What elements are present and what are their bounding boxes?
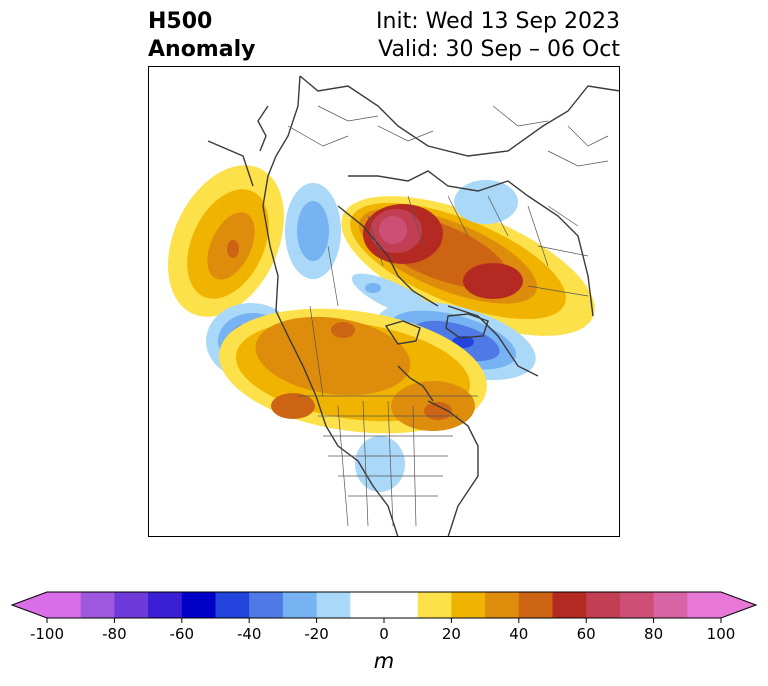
colorbar-segment xyxy=(282,592,318,618)
anomaly-map xyxy=(148,66,620,537)
political-borders xyxy=(287,105,609,527)
colorbar-segment xyxy=(80,592,115,618)
colorbar-segment xyxy=(350,592,385,618)
colorbar: -100 -80 -60 -40 -20 0 20 40 60 80 100 m xyxy=(10,591,758,673)
us-trough xyxy=(355,436,405,492)
map-title: H500 Anomaly xyxy=(148,8,255,64)
title-field: Anomaly xyxy=(148,37,256,62)
init-date: Init: Wed 13 Sep 2023 xyxy=(376,9,620,34)
colorbar-tick-label: 60 xyxy=(577,625,596,643)
colorbar-segments xyxy=(10,591,758,619)
anomaly-contours xyxy=(167,165,595,492)
map-frame xyxy=(148,66,620,537)
colorbar-segment xyxy=(485,592,520,618)
colorbar-segment xyxy=(114,592,149,618)
colorbar-segment xyxy=(181,592,216,618)
colorbar-segment xyxy=(148,592,183,618)
valid-range: Valid: 30 Sep – 06 Oct xyxy=(378,37,620,62)
colorbar-tick-label: 0 xyxy=(379,625,389,643)
colorbar-ticks: -100 -80 -60 -40 -20 0 20 40 60 80 100 xyxy=(30,618,735,643)
colorbar-segment xyxy=(619,592,655,618)
colorbar-segment xyxy=(47,592,82,618)
siberian-trough xyxy=(454,180,518,224)
colorbar-segment xyxy=(451,592,486,618)
colorbar-tick-label: -20 xyxy=(304,625,329,643)
colorbar-segment xyxy=(552,592,587,618)
colorbar-segment xyxy=(417,592,452,618)
colorbar-extend-min xyxy=(12,592,47,618)
map-subtitle: Init: Wed 13 Sep 2023 Valid: 30 Sep – 06… xyxy=(376,8,620,64)
colorbar-tick-label: 40 xyxy=(509,625,528,643)
colorbar-segment xyxy=(316,592,351,618)
colorbar-segment xyxy=(518,592,553,618)
colorbar-tick-label: 80 xyxy=(644,625,663,643)
colorbar-segment xyxy=(384,592,419,618)
colorbar-tick-label: 20 xyxy=(442,625,461,643)
colorbar-tick-label: 100 xyxy=(707,625,736,643)
colorbar-tick-label: -80 xyxy=(102,625,127,643)
colorbar-extend-max xyxy=(721,592,756,618)
pacific-ridge xyxy=(167,165,285,317)
western-arctic-trough xyxy=(285,183,341,279)
colorbar-unit-label: m xyxy=(374,649,394,673)
colorbar-tick-label: -60 xyxy=(170,625,195,643)
colorbar-segment xyxy=(653,592,688,618)
colorbar-segment xyxy=(215,592,250,618)
colorbar-segment xyxy=(687,592,722,618)
coastlines xyxy=(207,75,620,537)
title-variable: H500 xyxy=(148,9,213,34)
colorbar-segment xyxy=(586,592,621,618)
colorbar-tick-label: -100 xyxy=(30,625,64,643)
arctic-ridge xyxy=(341,196,595,336)
colorbar-tick-label: -40 xyxy=(237,625,262,643)
colorbar-segment xyxy=(249,592,284,618)
